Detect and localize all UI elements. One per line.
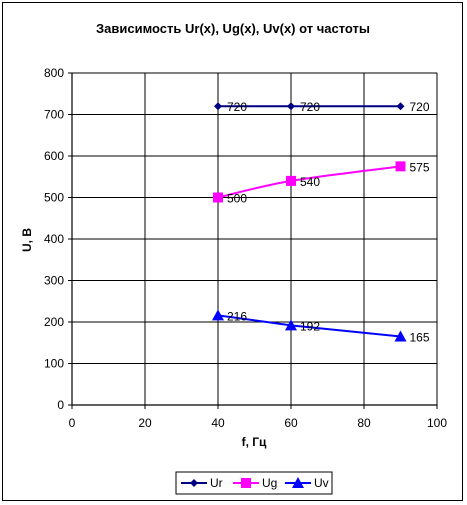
x-axis-title: f, Гц xyxy=(242,435,267,449)
axes xyxy=(68,72,438,409)
tick-labels: 0 100 200 300 400 500 600 700 800 0 20 40 60 80 100 xyxy=(44,66,447,430)
series-ug: 500 540 575 xyxy=(213,160,430,206)
y-tick-label: 300 xyxy=(44,274,64,288)
data-point-ur xyxy=(396,102,405,111)
legend-marker-ug xyxy=(241,478,251,488)
legend-marker-ur xyxy=(190,479,198,487)
y-tick-label: 400 xyxy=(44,232,64,246)
legend-label-ur: Ur xyxy=(210,476,223,490)
series-ur: 720 720 720 xyxy=(214,100,430,114)
data-label-uv: 216 xyxy=(227,309,247,323)
series-layer: 720 720 720 500 540 575 216 192 165 xyxy=(212,100,430,345)
legend-label-ug: Ug xyxy=(262,476,277,490)
y-tick-label: 500 xyxy=(44,191,64,205)
data-label-ug: 500 xyxy=(227,192,247,206)
legend-marker-uv xyxy=(292,477,304,488)
y-tick-label: 600 xyxy=(44,149,64,163)
x-tick-label: 20 xyxy=(138,416,152,430)
data-label-uv: 192 xyxy=(300,319,320,333)
y-tick-label: 100 xyxy=(44,357,64,371)
data-point-ur xyxy=(214,102,222,111)
legend-label-uv: Uv xyxy=(314,476,329,490)
y-tick-label: 0 xyxy=(57,398,64,412)
data-point-uv xyxy=(394,330,407,342)
data-point-uv xyxy=(212,309,224,321)
data-label-ug: 575 xyxy=(410,160,430,174)
y-tick-label: 800 xyxy=(44,66,64,80)
data-label-ur: 720 xyxy=(410,100,430,114)
gridlines xyxy=(71,72,438,406)
legend: Ur Ug Uv xyxy=(175,471,333,495)
series-uv: 216 192 165 xyxy=(212,309,430,345)
x-tick-label: 80 xyxy=(357,416,371,430)
data-point-ug xyxy=(286,175,296,186)
x-tick-label: 60 xyxy=(284,416,298,430)
data-point-ug xyxy=(213,192,223,203)
x-tick-label: 40 xyxy=(211,416,225,430)
data-label-ug: 540 xyxy=(300,175,320,189)
x-tick-label: 0 xyxy=(69,416,76,430)
data-point-ur xyxy=(287,102,295,111)
y-axis-title: U, В xyxy=(20,228,34,252)
x-tick-label: 100 xyxy=(427,416,447,430)
data-label-ur: 720 xyxy=(300,100,320,114)
data-point-uv xyxy=(285,319,297,331)
data-label-ur: 720 xyxy=(227,100,247,114)
y-tick-label: 700 xyxy=(44,108,64,122)
chart-title: Зависимость Ur(x), Ug(x), Uv(x) от часто… xyxy=(96,21,370,36)
data-label-uv: 165 xyxy=(410,331,430,345)
y-tick-label: 200 xyxy=(44,315,64,329)
data-point-ug xyxy=(395,161,406,172)
